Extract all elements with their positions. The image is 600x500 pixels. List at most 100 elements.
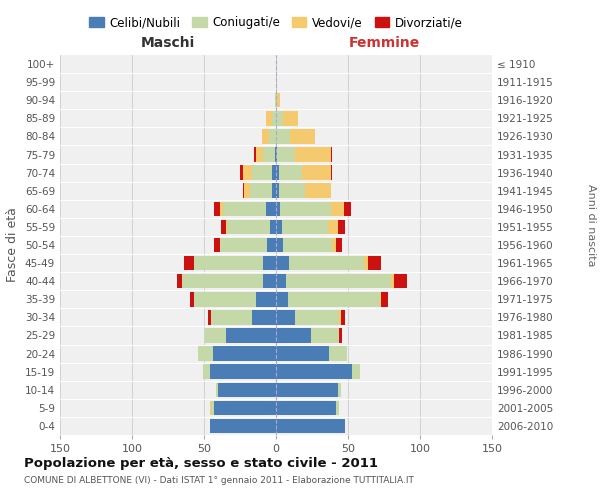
Bar [364, 256, 368, 270]
Bar [279, 184, 305, 198]
Bar [341, 310, 345, 324]
Bar [276, 202, 280, 216]
Bar [277, 93, 280, 108]
Bar [381, 292, 388, 306]
Bar [276, 310, 295, 324]
Text: Maschi: Maschi [141, 36, 195, 50]
Bar [338, 220, 345, 234]
Bar [276, 220, 282, 234]
Bar [244, 184, 250, 198]
Bar [331, 202, 344, 216]
Bar [276, 129, 290, 144]
Bar [276, 274, 286, 288]
Bar [268, 238, 276, 252]
Bar [211, 310, 251, 324]
Bar [276, 418, 345, 433]
Bar [198, 346, 212, 361]
Bar [215, 382, 218, 397]
Bar [203, 364, 210, 379]
Bar [212, 346, 276, 361]
Bar [276, 75, 277, 90]
Bar [276, 148, 277, 162]
Bar [295, 310, 340, 324]
Bar [331, 166, 332, 180]
Bar [276, 328, 311, 342]
Bar [305, 184, 331, 198]
Bar [263, 148, 275, 162]
Bar [227, 220, 270, 234]
Bar [263, 274, 276, 288]
Bar [220, 202, 223, 216]
Bar [282, 220, 328, 234]
Bar [276, 256, 289, 270]
Bar [226, 220, 227, 234]
Bar [226, 328, 276, 342]
Bar [380, 292, 381, 306]
Bar [272, 111, 276, 126]
Bar [275, 148, 276, 162]
Bar [391, 274, 394, 288]
Bar [295, 148, 331, 162]
Bar [276, 364, 352, 379]
Bar [223, 202, 266, 216]
Bar [184, 256, 194, 270]
Bar [214, 238, 220, 252]
Bar [276, 111, 283, 126]
Bar [394, 274, 407, 288]
Bar [280, 202, 331, 216]
Bar [262, 129, 269, 144]
Bar [210, 364, 276, 379]
Bar [266, 202, 276, 216]
Bar [276, 346, 329, 361]
Bar [256, 292, 276, 306]
Bar [276, 382, 338, 397]
Text: Anni di nascita: Anni di nascita [586, 184, 596, 266]
Bar [251, 166, 272, 180]
Bar [286, 274, 391, 288]
Y-axis label: Fasce di età: Fasce di età [7, 208, 19, 282]
Bar [214, 202, 220, 216]
Text: COMUNE DI ALBETTONE (VI) - Dati ISTAT 1° gennaio 2011 - Elaborazione TUTTITALIA.: COMUNE DI ALBETTONE (VI) - Dati ISTAT 1°… [24, 476, 414, 485]
Bar [266, 111, 272, 126]
Bar [211, 400, 214, 415]
Bar [256, 148, 263, 162]
Bar [194, 256, 263, 270]
Bar [277, 148, 295, 162]
Bar [214, 400, 276, 415]
Bar [221, 220, 226, 234]
Bar [210, 418, 276, 433]
Bar [251, 310, 276, 324]
Bar [352, 364, 359, 379]
Bar [276, 93, 277, 108]
Bar [329, 346, 347, 361]
Bar [194, 292, 256, 306]
Bar [344, 202, 351, 216]
Bar [287, 292, 380, 306]
Bar [276, 166, 279, 180]
Bar [205, 328, 226, 342]
Bar [331, 148, 332, 162]
Bar [337, 238, 342, 252]
Bar [276, 238, 283, 252]
Bar [208, 310, 211, 324]
Bar [182, 274, 263, 288]
Bar [337, 400, 340, 415]
Bar [338, 382, 341, 397]
Bar [340, 328, 342, 342]
Bar [210, 400, 211, 415]
Bar [275, 93, 276, 108]
Bar [332, 238, 337, 252]
Bar [272, 184, 276, 198]
Bar [176, 274, 182, 288]
Bar [272, 166, 276, 180]
Bar [289, 256, 364, 270]
Bar [276, 292, 287, 306]
Bar [220, 238, 268, 252]
Bar [240, 166, 243, 180]
Bar [263, 256, 276, 270]
Bar [283, 238, 332, 252]
Legend: Celibi/Nubili, Coniugati/e, Vedovi/e, Divorziati/e: Celibi/Nubili, Coniugati/e, Vedovi/e, Di… [85, 12, 467, 34]
Bar [250, 184, 272, 198]
Bar [340, 310, 341, 324]
Bar [279, 166, 302, 180]
